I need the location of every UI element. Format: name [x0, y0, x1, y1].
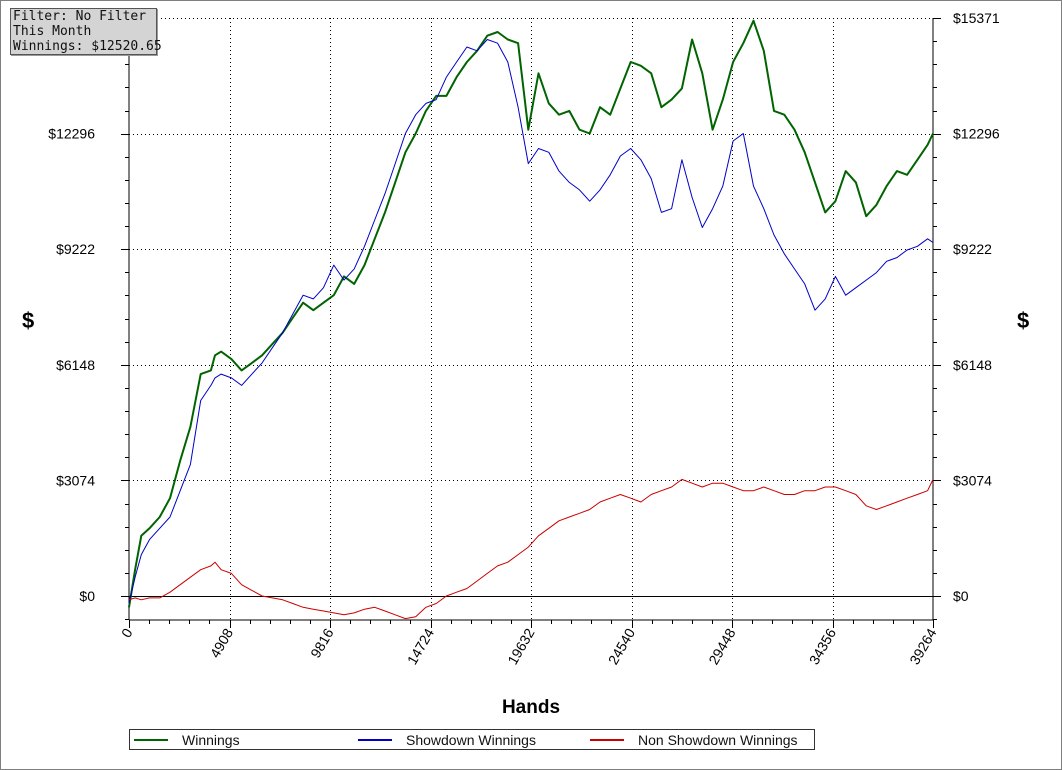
- x-tick-label: 29448: [705, 625, 738, 667]
- x-axis-title: Hands: [501, 697, 561, 718]
- legend-swatch-winnings: [134, 738, 168, 741]
- y-tick-label-left: $6148: [56, 357, 95, 373]
- series-line-showdown-winnings: [128, 39, 934, 604]
- legend-item-showdown: Showdown Winnings: [358, 730, 536, 749]
- series-line-non-showdown-winnings: [128, 478, 934, 620]
- filter-label: Filter: No Filter: [13, 9, 147, 24]
- legend-label-showdown: Showdown Winnings: [406, 731, 536, 748]
- x-tick-label: 34356: [806, 625, 839, 667]
- x-tick-label: 4908: [207, 625, 237, 660]
- y-tick-label-right: $12296: [953, 126, 1000, 142]
- legend-swatch-non-showdown: [590, 738, 624, 741]
- legend-item-non-showdown: Non Showdown Winnings: [590, 730, 798, 749]
- x-tick-label: 39264: [906, 625, 939, 667]
- y-tick-label-right: $3074: [953, 472, 992, 488]
- y-tick-label-left: $12296: [48, 126, 95, 142]
- y-tick-label-right: $0: [953, 588, 969, 604]
- legend-label-winnings: Winnings: [182, 731, 240, 748]
- y-axis-title-left: $: [22, 308, 35, 333]
- legend: Winnings Showdown Winnings Non Showdown …: [129, 729, 815, 750]
- y-tick-label-left: $9222: [56, 241, 95, 257]
- winnings-label: Winnings: $12520.65: [13, 39, 162, 54]
- y-tick-label-right: $9222: [953, 241, 992, 257]
- x-tick-label: 0: [118, 625, 136, 640]
- legend-label-non-showdown: Non Showdown Winnings: [638, 731, 798, 748]
- legend-item-winnings: Winnings: [134, 730, 240, 749]
- y-tick-label-right: $15371: [953, 10, 1000, 26]
- y-axis-title-right: $: [1017, 308, 1030, 333]
- x-tick-label: 19632: [504, 625, 537, 667]
- legend-swatch-showdown: [358, 738, 392, 741]
- period-label: This Month: [13, 24, 92, 39]
- y-tick-label-left: $0: [79, 588, 95, 604]
- series-line-winnings: [128, 19, 934, 608]
- y-tick-label-left: $3074: [56, 472, 95, 488]
- x-tick-label: 9816: [307, 625, 337, 660]
- y-tick-label-right: $6148: [953, 357, 992, 373]
- x-tick-label: 24540: [605, 625, 638, 667]
- filter-info-box: Filter: No Filter This Month Winnings: $…: [10, 8, 162, 55]
- x-tick-label: 14724: [404, 625, 437, 667]
